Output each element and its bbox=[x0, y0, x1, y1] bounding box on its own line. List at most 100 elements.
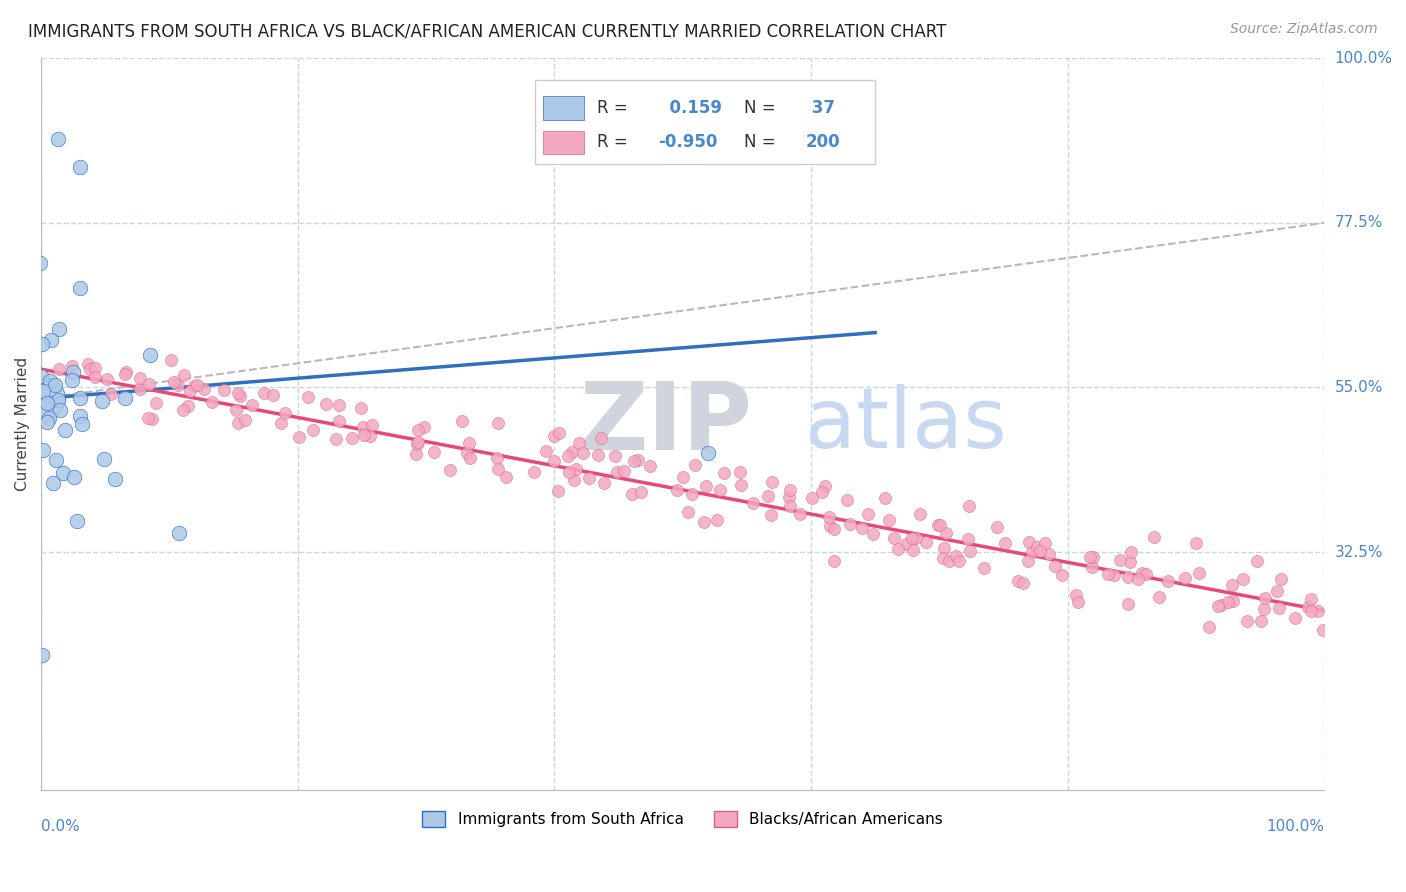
Point bbox=[228, 417, 250, 431]
Point bbox=[862, 527, 884, 541]
Point bbox=[1066, 588, 1088, 602]
Point bbox=[1296, 599, 1319, 614]
Point bbox=[169, 526, 191, 541]
Point bbox=[45, 453, 67, 467]
Point bbox=[1018, 535, 1040, 549]
Point bbox=[100, 387, 122, 401]
Point bbox=[1052, 568, 1074, 582]
Point bbox=[240, 398, 263, 412]
Point bbox=[167, 378, 190, 392]
Point bbox=[226, 386, 249, 401]
Point bbox=[1017, 554, 1039, 568]
Point bbox=[69, 391, 91, 405]
Point bbox=[932, 551, 955, 566]
Point bbox=[665, 483, 688, 498]
Point bbox=[253, 385, 276, 400]
Point bbox=[457, 435, 479, 450]
Point bbox=[578, 471, 600, 485]
Point bbox=[225, 403, 247, 417]
Point bbox=[406, 434, 429, 449]
Point bbox=[695, 479, 717, 493]
Point bbox=[873, 491, 896, 505]
Point bbox=[1188, 566, 1211, 580]
Point bbox=[83, 370, 105, 384]
Point bbox=[141, 411, 163, 425]
Point bbox=[1209, 599, 1232, 613]
Point bbox=[856, 507, 879, 521]
Point bbox=[586, 448, 609, 462]
Point bbox=[908, 508, 931, 522]
Point bbox=[163, 376, 186, 390]
Point bbox=[460, 451, 482, 466]
Point bbox=[53, 424, 76, 438]
Point bbox=[623, 454, 645, 468]
Text: R =: R = bbox=[596, 99, 627, 117]
Point bbox=[957, 499, 980, 513]
Text: 100.0%: 100.0% bbox=[1267, 819, 1324, 834]
Point bbox=[340, 431, 363, 445]
Point bbox=[287, 429, 309, 443]
Point bbox=[35, 415, 58, 429]
Point bbox=[973, 560, 995, 574]
Point bbox=[145, 396, 167, 410]
Point bbox=[557, 450, 579, 464]
Point bbox=[359, 429, 381, 443]
Point bbox=[172, 403, 194, 417]
Point bbox=[1097, 566, 1119, 581]
Point bbox=[1208, 599, 1230, 613]
Point bbox=[31, 648, 53, 662]
Point bbox=[676, 505, 699, 519]
Point bbox=[28, 255, 51, 269]
Point bbox=[52, 466, 75, 480]
Point bbox=[360, 417, 382, 432]
Point bbox=[1250, 614, 1272, 628]
Point bbox=[486, 461, 509, 475]
Point bbox=[945, 549, 967, 564]
Point bbox=[62, 366, 84, 380]
Point bbox=[1045, 558, 1067, 573]
Point bbox=[405, 437, 427, 451]
Text: Source: ZipAtlas.com: Source: ZipAtlas.com bbox=[1230, 22, 1378, 37]
Point bbox=[1038, 547, 1060, 561]
Point bbox=[683, 458, 706, 472]
Point bbox=[48, 322, 70, 336]
Point bbox=[1222, 594, 1244, 608]
Point bbox=[1026, 540, 1049, 554]
Point bbox=[627, 453, 650, 467]
Text: 200: 200 bbox=[806, 133, 841, 152]
Point bbox=[811, 485, 834, 500]
Point bbox=[48, 362, 70, 376]
Point bbox=[193, 382, 215, 396]
Point bbox=[994, 536, 1017, 550]
Text: 77.5%: 77.5% bbox=[1334, 215, 1384, 230]
Point bbox=[39, 333, 62, 347]
Point bbox=[956, 532, 979, 546]
Text: R =: R = bbox=[596, 133, 627, 152]
Point bbox=[1021, 544, 1043, 558]
Point bbox=[904, 531, 927, 545]
Point bbox=[681, 487, 703, 501]
Point bbox=[42, 475, 65, 490]
Point bbox=[173, 368, 195, 383]
Point bbox=[302, 423, 325, 437]
Point bbox=[1116, 598, 1139, 612]
Point bbox=[543, 429, 565, 443]
Point bbox=[186, 377, 208, 392]
Point bbox=[1081, 559, 1104, 574]
Point bbox=[1081, 549, 1104, 564]
Text: 37: 37 bbox=[806, 99, 835, 117]
Point bbox=[835, 493, 858, 508]
Text: N =: N = bbox=[744, 99, 776, 117]
Point bbox=[1174, 571, 1197, 585]
Text: IMMIGRANTS FROM SOUTH AFRICA VS BLACK/AFRICAN AMERICAN CURRENTLY MARRIED CORRELA: IMMIGRANTS FROM SOUTH AFRICA VS BLACK/AF… bbox=[28, 22, 946, 40]
Point bbox=[932, 541, 955, 556]
Point bbox=[160, 353, 183, 368]
Point bbox=[672, 470, 695, 484]
Point bbox=[1128, 572, 1150, 586]
FancyBboxPatch shape bbox=[543, 96, 583, 120]
Point bbox=[709, 483, 731, 497]
Point bbox=[214, 383, 236, 397]
Point bbox=[62, 470, 84, 484]
Point bbox=[1253, 602, 1275, 616]
Point bbox=[93, 451, 115, 466]
